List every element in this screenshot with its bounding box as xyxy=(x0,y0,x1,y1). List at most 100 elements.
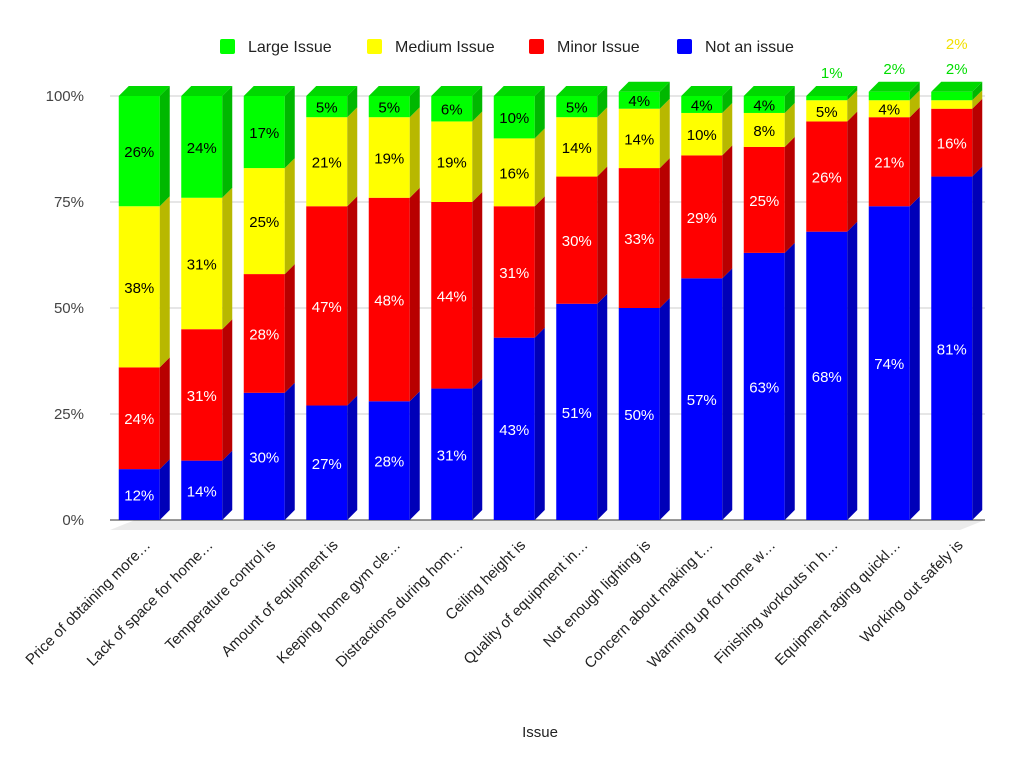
data-label: 21% xyxy=(874,155,904,172)
x-tick-label: Warming up for home w… xyxy=(644,537,779,672)
bar-segment-side xyxy=(159,86,170,207)
bar-segment-side xyxy=(597,293,608,520)
data-label: 68% xyxy=(812,369,842,386)
data-label: 6% xyxy=(441,102,463,119)
data-label: 43% xyxy=(499,422,529,439)
bar-segment-side xyxy=(409,391,420,520)
bar-segment-not-an-issue xyxy=(306,405,348,520)
bar-segment-side xyxy=(659,98,670,169)
bar-segment-medium-issue xyxy=(118,206,160,368)
bar-segment-side xyxy=(534,327,545,520)
bar-top xyxy=(618,81,670,92)
bar-segment-not-an-issue xyxy=(431,388,473,520)
x-axis-title: Issue xyxy=(522,724,558,741)
data-label: 31% xyxy=(499,265,529,282)
data-label-outside: 2% xyxy=(883,61,905,78)
x-tick-label: Equipment aging quickl… xyxy=(772,537,904,669)
data-label: 27% xyxy=(312,456,342,473)
data-label: 16% xyxy=(499,165,529,182)
bar-segment-large-issue xyxy=(743,96,785,113)
bar-segment-not-an-issue xyxy=(618,308,660,520)
bar-segment-side xyxy=(784,136,795,253)
x-tick-label: Keeping home gym cle… xyxy=(274,537,405,668)
bar-segment-medium-issue xyxy=(743,112,785,147)
bar-stack: 43% 31% 16% 10% xyxy=(493,86,545,520)
bar-segment-side xyxy=(659,81,670,109)
data-label: 4% xyxy=(878,102,900,119)
bar-segment-medium-issue xyxy=(431,121,473,202)
bar-segment-side xyxy=(534,196,545,338)
bar-segment-side xyxy=(722,86,733,113)
bar-top xyxy=(181,86,233,96)
bar-segment-minor-issue xyxy=(618,168,660,308)
bar-segment-side xyxy=(222,86,233,198)
bar-segment-not-an-issue xyxy=(243,392,285,520)
data-label: 10% xyxy=(687,127,717,144)
bar-segment-side xyxy=(659,298,670,520)
x-tick-label: Amount of equipment is xyxy=(218,537,341,660)
bar-segment-not-an-issue xyxy=(556,303,598,520)
bar-segment-side xyxy=(159,196,170,368)
bar-segment-side xyxy=(347,196,358,406)
data-label: 74% xyxy=(874,356,904,373)
bar-segment-not-an-issue xyxy=(118,469,160,520)
legend-label: Medium Issue xyxy=(395,39,495,56)
data-label: 50% xyxy=(624,407,654,424)
legend-label: Minor Issue xyxy=(557,39,640,56)
bar-segment-not-an-issue xyxy=(743,252,785,520)
bar-top xyxy=(306,86,358,96)
bar-segment-large-issue xyxy=(681,96,723,113)
bar-segment-large-issue xyxy=(118,96,160,207)
data-label: 17% xyxy=(249,125,279,142)
floor xyxy=(110,520,985,530)
bar-segment-minor-issue xyxy=(493,206,535,338)
bar-segment-side xyxy=(284,86,295,169)
legend-swatch xyxy=(677,39,692,54)
bar-segment-medium-issue xyxy=(493,138,535,207)
data-label-outside: 2% xyxy=(946,36,968,53)
bar-segment-side xyxy=(784,102,795,147)
data-label: 81% xyxy=(937,341,967,358)
bar-stack: 14% 31% 31% 24% xyxy=(181,86,233,520)
bar-segment-side xyxy=(597,166,608,304)
data-label: 8% xyxy=(753,123,775,140)
data-label: 4% xyxy=(753,97,775,114)
data-label: 14% xyxy=(562,140,592,157)
bar-segment-not-an-issue xyxy=(368,401,410,520)
bar-stack: 27% 47% 21% 5% xyxy=(306,86,358,520)
data-label: 31% xyxy=(187,388,217,405)
data-label-outside: 1% xyxy=(821,65,843,82)
bar-segment-not-an-issue xyxy=(681,278,723,520)
data-label: 33% xyxy=(624,231,654,248)
bar-segment-side xyxy=(909,90,920,118)
bar-segment-large-issue xyxy=(368,96,410,118)
bar-segment-side xyxy=(347,86,358,118)
bar-segment-medium-issue xyxy=(681,112,723,156)
bar-stack: 30% 28% 25% 17% xyxy=(243,86,295,520)
data-label: 30% xyxy=(562,233,592,250)
bar-segment-minor-issue xyxy=(243,274,285,393)
bar-segment-large-issue xyxy=(431,96,473,122)
x-tick-label: Price of obtaining more… xyxy=(22,537,154,669)
bar-segment-side xyxy=(972,166,983,520)
data-label-outside: 2% xyxy=(946,61,968,78)
bar-segment-side xyxy=(972,90,983,109)
legend-label: Not an issue xyxy=(705,39,794,56)
data-label: 5% xyxy=(378,100,400,117)
bar-segment-minor-issue xyxy=(118,367,160,470)
bar-top xyxy=(931,81,983,92)
bar-stack: 68% 26% 5% 1% xyxy=(806,65,858,520)
bar-stack: 50% 33% 14% 4% xyxy=(618,81,670,520)
legend: Large Issue Medium Issue Minor Issue Not an… xyxy=(220,39,794,56)
bar-segment-side xyxy=(909,107,920,207)
bar-segment-not-an-issue xyxy=(931,176,973,520)
x-tick-label: Temperature control is xyxy=(162,537,279,654)
bar-segment-medium-issue xyxy=(806,100,848,122)
bar-stack: 31% 44% 19% 6% xyxy=(431,86,483,520)
data-label: 5% xyxy=(316,100,338,117)
bar-segment-side xyxy=(284,264,295,393)
bar-segment-large-issue xyxy=(556,96,598,118)
x-tick-label: Distractions during hom… xyxy=(333,537,467,671)
bar-segment-side xyxy=(472,86,483,122)
data-label: 16% xyxy=(937,136,967,153)
